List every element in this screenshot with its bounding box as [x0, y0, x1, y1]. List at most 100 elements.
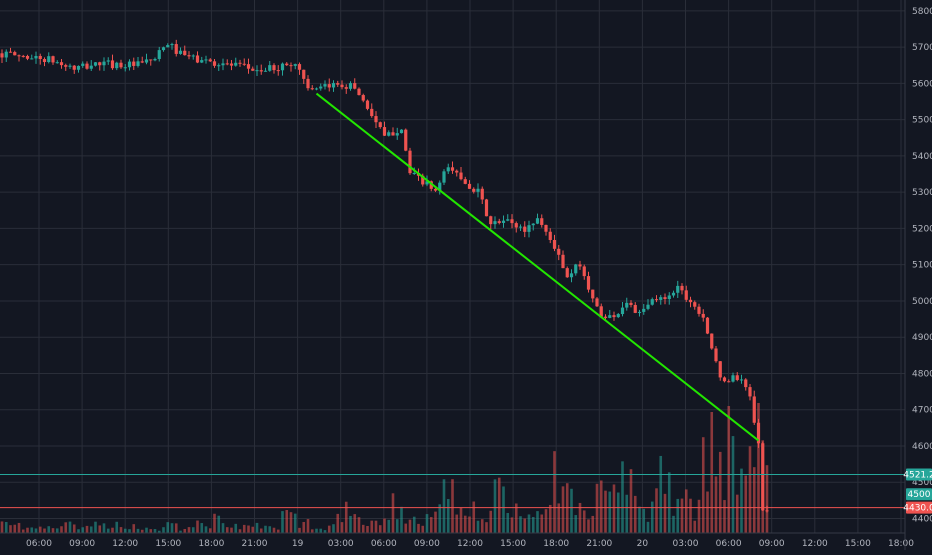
candle-body — [72, 65, 76, 70]
candle-body — [518, 226, 523, 228]
candle-body — [285, 63, 289, 66]
volume-bar — [361, 524, 365, 533]
candle-body — [752, 396, 756, 423]
volume-bar — [604, 490, 607, 533]
candle-body — [714, 348, 718, 362]
volume-bar — [340, 522, 344, 533]
volume-bar — [17, 522, 21, 533]
volume-bar — [638, 506, 641, 533]
candle-body — [582, 266, 586, 277]
candle-body — [659, 297, 663, 300]
x-tick-label: 06:00 — [26, 539, 52, 549]
volume-bar — [442, 479, 446, 533]
candle-body — [667, 295, 671, 300]
volume-bar — [302, 522, 306, 533]
candle-body — [153, 58, 157, 61]
candle-body — [727, 381, 731, 383]
volume-bar — [353, 514, 357, 533]
volume-bar — [625, 494, 629, 533]
candle-body — [217, 65, 221, 67]
volume-bar — [149, 529, 153, 533]
volume-bar — [179, 530, 182, 533]
price-badge — [906, 468, 932, 481]
candle-body — [225, 63, 229, 65]
x-tick-label: 03:00 — [673, 539, 699, 549]
volume-bar — [718, 451, 722, 533]
candle-body — [705, 317, 710, 334]
volume-bar — [34, 528, 38, 533]
volume-bar — [667, 472, 671, 533]
volume-bar — [744, 475, 748, 533]
candle-body — [187, 55, 191, 57]
volume-bar — [519, 516, 522, 533]
volume-bar — [204, 526, 208, 533]
candle-body — [595, 298, 599, 307]
volume-bar — [89, 526, 93, 533]
candle-body — [697, 306, 701, 314]
candle-body — [353, 83, 357, 89]
volume-bar — [81, 527, 85, 533]
candle-body — [557, 248, 561, 255]
candle-body — [467, 183, 472, 189]
candle-body — [561, 254, 565, 269]
volume-bar — [727, 406, 731, 533]
candle-body — [540, 218, 544, 225]
x-tick-label: 12:00 — [457, 539, 483, 549]
candle-body — [85, 63, 89, 69]
volume-bar — [540, 514, 544, 533]
volume-bar — [689, 498, 692, 533]
y-tick-label: 4700.0 — [912, 406, 932, 416]
volume-bar — [0, 521, 4, 533]
candle-body — [259, 70, 263, 72]
candle-body — [98, 62, 102, 66]
volume-bar — [85, 525, 89, 533]
candle-body — [195, 55, 200, 63]
candles — [0, 39, 769, 513]
volume-bar — [136, 528, 140, 533]
volume-bar — [629, 469, 633, 533]
volume-bar — [140, 529, 144, 533]
volume-bar — [621, 461, 624, 533]
volume-bar — [38, 526, 42, 533]
volume-bar — [493, 479, 497, 533]
candle-body — [523, 226, 527, 232]
volume-bar — [230, 527, 233, 533]
volume-bar — [213, 513, 216, 533]
candle-body — [578, 264, 582, 267]
volume-bar — [293, 513, 297, 533]
candle-body — [127, 61, 132, 68]
volume-bar — [119, 527, 123, 533]
volume-bar — [451, 479, 454, 533]
candle-body — [157, 50, 161, 59]
candle-body — [115, 62, 119, 69]
volume-bar — [510, 517, 514, 533]
volume-bar — [217, 515, 221, 533]
candle-body — [306, 78, 310, 89]
candle-body — [238, 62, 242, 64]
candle-body — [489, 216, 493, 225]
volume-bar — [523, 518, 527, 533]
volume-bar — [480, 519, 484, 533]
volume-bar — [425, 514, 429, 533]
volume-bar — [408, 519, 412, 533]
candle-body — [620, 307, 625, 315]
volume-bar — [429, 517, 433, 533]
volume-bar — [344, 501, 348, 533]
volume-bar — [234, 523, 238, 533]
candle-body — [671, 292, 676, 296]
volume-bar — [111, 527, 114, 533]
volume-bar — [30, 527, 34, 533]
candle-body — [310, 88, 314, 90]
candle-body — [302, 69, 306, 79]
volume-bar — [51, 528, 55, 533]
volume-bar — [102, 523, 106, 533]
x-tick-label: 15:00 — [155, 539, 181, 549]
candle-body — [246, 64, 251, 69]
volume-bar — [251, 526, 255, 533]
candle-body — [603, 316, 608, 318]
candle-body — [30, 58, 34, 60]
volume-bar — [434, 511, 437, 533]
